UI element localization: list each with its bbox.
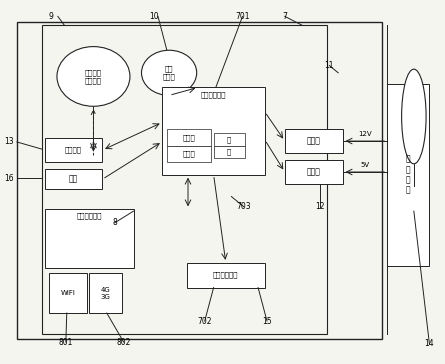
Text: 11: 11 bbox=[324, 61, 334, 70]
Text: WIFI: WIFI bbox=[61, 290, 75, 296]
Text: 12V: 12V bbox=[358, 131, 372, 138]
Text: 702: 702 bbox=[198, 317, 212, 325]
Bar bbox=[44, 138, 102, 162]
Bar bbox=[387, 84, 429, 266]
Text: 12: 12 bbox=[316, 202, 325, 211]
Text: 供
电
模
块: 供 电 模 块 bbox=[406, 155, 411, 195]
Text: 14: 14 bbox=[425, 340, 434, 348]
Text: 网络通信模块: 网络通信模块 bbox=[76, 213, 102, 219]
Text: 10: 10 bbox=[149, 12, 158, 21]
Text: 报警器: 报警器 bbox=[307, 167, 321, 177]
Text: 15: 15 bbox=[262, 317, 272, 325]
Bar bbox=[214, 133, 245, 146]
Text: 数据处理模块: 数据处理模块 bbox=[201, 91, 227, 98]
Text: 13: 13 bbox=[4, 138, 14, 146]
Bar bbox=[167, 146, 211, 162]
Bar bbox=[167, 129, 211, 146]
Text: 7: 7 bbox=[283, 12, 287, 21]
Text: 电磁阀: 电磁阀 bbox=[307, 136, 321, 146]
Text: 温度
传感器: 温度 传感器 bbox=[163, 66, 175, 80]
Text: 801: 801 bbox=[59, 338, 73, 347]
Text: 5V: 5V bbox=[360, 162, 369, 169]
Bar bbox=[89, 273, 122, 313]
Text: 4G
3G: 4G 3G bbox=[101, 286, 111, 300]
Text: 701: 701 bbox=[235, 12, 250, 21]
Circle shape bbox=[142, 50, 197, 95]
Bar bbox=[285, 160, 343, 184]
Bar bbox=[285, 129, 343, 153]
Bar bbox=[44, 209, 134, 268]
Text: 存储器: 存储器 bbox=[183, 150, 195, 157]
Text: 内: 内 bbox=[227, 136, 231, 143]
Text: 703: 703 bbox=[237, 202, 251, 211]
Bar bbox=[42, 25, 327, 334]
Text: 802: 802 bbox=[117, 338, 131, 347]
Text: 无线燃气
检测探头: 无线燃气 检测探头 bbox=[85, 69, 102, 84]
Bar bbox=[162, 87, 265, 175]
Text: 9: 9 bbox=[49, 12, 53, 21]
Bar bbox=[17, 22, 382, 339]
Text: 8: 8 bbox=[113, 218, 117, 227]
Text: 16: 16 bbox=[4, 174, 14, 183]
Ellipse shape bbox=[401, 69, 426, 164]
Text: 存: 存 bbox=[227, 149, 231, 155]
Bar bbox=[214, 146, 245, 158]
Text: 蓝牙模块: 蓝牙模块 bbox=[65, 147, 82, 154]
Bar bbox=[44, 169, 102, 189]
Text: 处理器: 处理器 bbox=[183, 134, 195, 141]
Bar bbox=[187, 263, 265, 288]
Circle shape bbox=[57, 47, 130, 106]
Bar bbox=[49, 273, 87, 313]
Text: 按键: 按键 bbox=[69, 175, 78, 184]
Text: 液晶显示模块: 液晶显示模块 bbox=[213, 272, 239, 278]
